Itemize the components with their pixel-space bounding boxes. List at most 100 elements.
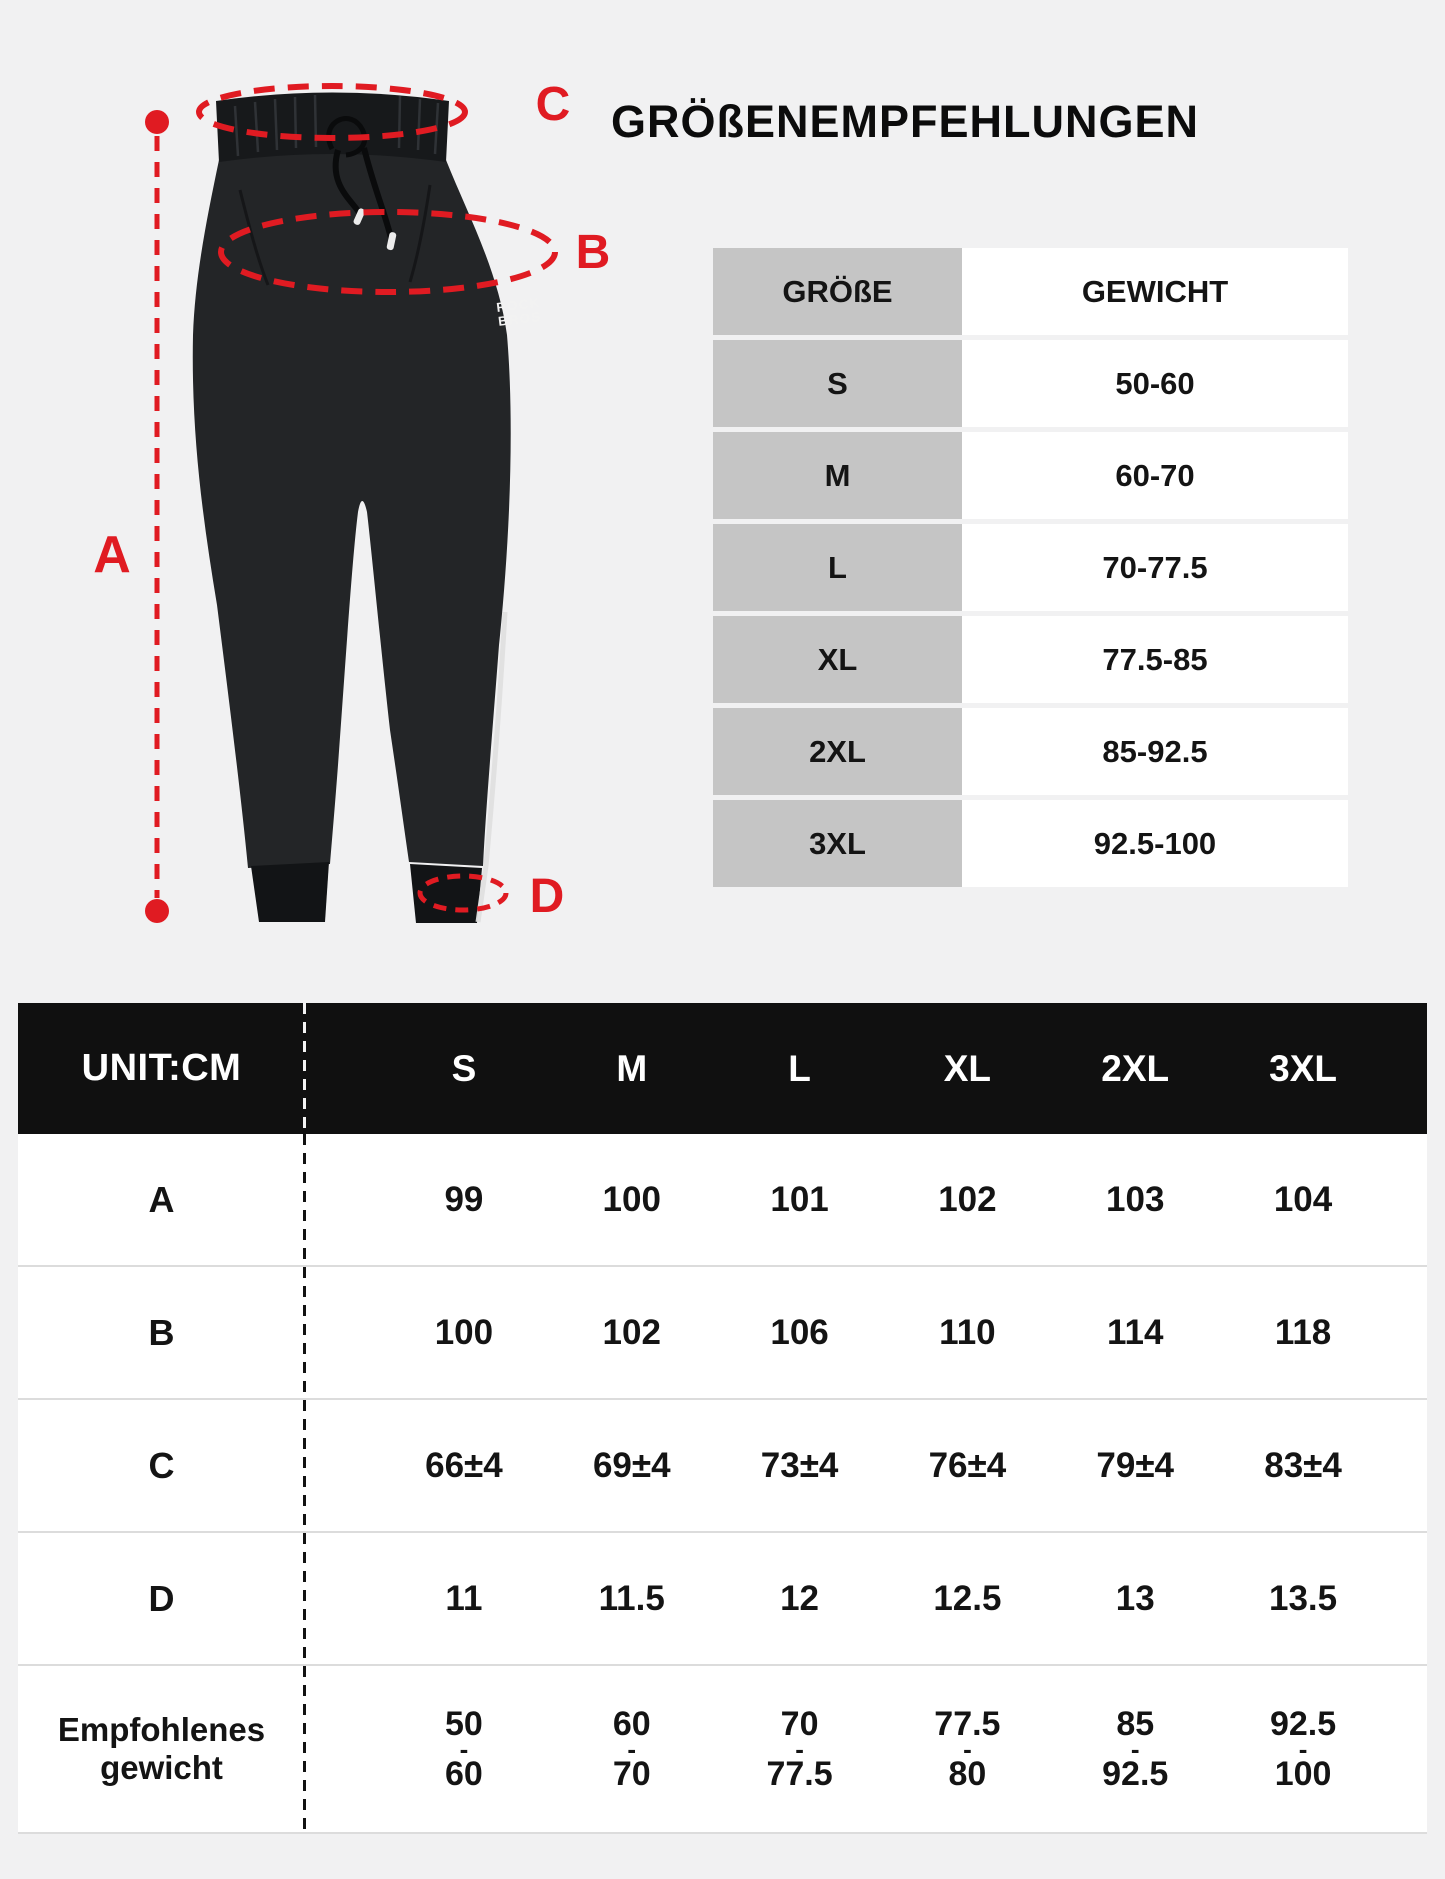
size-range-cell: 70-77.5: [716, 1666, 884, 1832]
weight-table-row: S 50-60: [713, 340, 1348, 427]
weight-table-weight-cell: 50-60: [962, 340, 1348, 427]
range-min: 60: [612, 1705, 651, 1743]
size-value-cell: 102: [938, 1179, 997, 1219]
size-value-cell: 104: [1273, 1179, 1333, 1219]
drawstring: [326, 116, 394, 239]
row-label-line: Empfohlenes: [57, 1711, 266, 1749]
weight-table-size-cell: XL: [713, 616, 962, 703]
size-value-cell: 100: [602, 1179, 661, 1219]
weight-table-weight-cell: 85-92.5: [962, 708, 1348, 795]
size-column-header: XL: [943, 1047, 992, 1089]
size-range-cell: 92.5-100: [1219, 1666, 1387, 1832]
size-table-row-values: 99 100 101 102 103 104: [305, 1134, 1427, 1265]
range-min: 77.5: [934, 1705, 1001, 1743]
size-table: UNIT:CM S M L XL 2XL 3XL A 99 100 101 102 103 104 B 1…: [18, 1003, 1427, 1834]
size-column-header: L: [788, 1047, 811, 1089]
row-label-line: gewicht: [100, 1749, 223, 1786]
range-dash: -: [963, 1734, 972, 1764]
range-dash: -: [1130, 1734, 1140, 1764]
size-table-row-label: D: [18, 1533, 305, 1664]
range-max: 70: [612, 1755, 651, 1793]
size-value-cell: 100: [434, 1312, 494, 1352]
size-value-cell: 12.5: [933, 1578, 1002, 1618]
range-min: 85: [1116, 1705, 1155, 1743]
drawstring-aglet: [353, 208, 365, 225]
pants-figure: ROCK BROS A B C D: [93, 78, 611, 923]
weight-table-header-row: GRÖßE GEWICHT: [713, 248, 1348, 335]
size-value-cell: 101: [770, 1179, 829, 1219]
pants-silhouette: [192, 152, 511, 868]
waistband-texture: [233, 94, 440, 157]
brand-line-2: BROS: [497, 309, 542, 329]
row-label-line: C: [148, 1444, 175, 1486]
range-max: 92.5: [1102, 1755, 1169, 1793]
size-table-row-label: B: [18, 1267, 305, 1398]
size-value-cell: 103: [1106, 1179, 1165, 1219]
size-value-cell: 12: [780, 1578, 820, 1618]
size-value-cell: 73±4: [760, 1445, 839, 1485]
measure-label-d: D: [530, 870, 565, 923]
size-range-cell: 85-92.5: [1051, 1666, 1219, 1832]
weight-table-row: M 60-70: [713, 432, 1348, 519]
weight-table-row: L 70-77.5: [713, 524, 1348, 611]
measure-label-b: B: [576, 226, 611, 279]
row-label-line: A: [148, 1178, 175, 1220]
range-max: 60: [445, 1755, 483, 1793]
weight-table-row: 2XL 85-92.5: [713, 708, 1348, 795]
size-table-row: B 100 102 106 110 114 118: [18, 1267, 1427, 1400]
range-dash: -: [459, 1734, 469, 1764]
weight-table-weight-header: GEWICHT: [962, 248, 1348, 335]
size-value-cell: 83±4: [1264, 1445, 1342, 1485]
size-value-cell: 118: [1274, 1312, 1332, 1352]
weight-table-weight-cell: 77.5-85: [962, 616, 1348, 703]
left-cuff: [251, 862, 329, 922]
range-dash: -: [795, 1734, 804, 1764]
measure-label-a: A: [93, 526, 131, 584]
size-value-cell: 99: [444, 1179, 484, 1219]
size-value-cell: 106: [770, 1312, 829, 1352]
range-max: 80: [948, 1755, 987, 1793]
range-min: 50: [445, 1705, 483, 1743]
range-min: 92.5: [1269, 1705, 1337, 1743]
weight-table: GRÖßE GEWICHT S 50-60 M 60-70 L 70-77.5 XL 77.5…: [713, 248, 1348, 892]
size-range-cell: 77.5-80: [883, 1666, 1051, 1832]
weight-table-weight-cell: 70-77.5: [962, 524, 1348, 611]
weight-table-row: 3XL 92.5-100: [713, 800, 1348, 887]
size-table-row-values: 100 102 106 110 114 118: [305, 1267, 1427, 1398]
brand-logo: ROCK BROS: [496, 294, 549, 329]
measure-label-c: C: [536, 78, 571, 131]
size-value-cell: 102: [602, 1312, 661, 1352]
weight-table-weight-cell: 92.5-100: [962, 800, 1348, 887]
size-table-body: A 99 100 101 102 103 104 B 100 102 106 110 114 118 C 66…: [18, 1134, 1427, 1834]
size-value-cell: 69±4: [592, 1445, 671, 1485]
weight-table-rows: S 50-60 M 60-70 L 70-77.5 XL 77.5-85 2XL 85-92.5 3…: [713, 340, 1348, 887]
size-table-row: A 99 100 101 102 103 104: [18, 1134, 1427, 1267]
size-value-cell: 11: [445, 1578, 483, 1618]
size-table-row: D 11 11.5 12 12.5 13 13.5: [18, 1533, 1427, 1666]
size-value-cell: 79±4: [1096, 1445, 1175, 1485]
weight-table-size-cell: 2XL: [713, 708, 962, 795]
side-stripe: [475, 611, 508, 923]
size-column-header: 3XL: [1269, 1047, 1337, 1089]
size-table-dashed-divider: [303, 1003, 306, 1834]
weight-table-weight-cell: 60-70: [962, 432, 1348, 519]
size-range-cell: 50-60: [380, 1666, 548, 1832]
size-column-header: S: [451, 1047, 477, 1089]
range-max: 100: [1274, 1755, 1332, 1793]
measure-ellipse-c: [196, 83, 468, 141]
size-table-header: UNIT:CM S M L XL 2XL 3XL: [18, 1003, 1427, 1134]
size-table-row-values: 66±4 69±4 73±4 76±4 79±4 83±4: [305, 1400, 1427, 1531]
size-table-row: Empfohlenes gewicht 50-60 60-70 70-77.5 77.5-…: [18, 1666, 1427, 1834]
unit-label: UNIT:CM: [81, 1047, 242, 1089]
range-min: 70: [780, 1705, 819, 1743]
size-table-row-label: A: [18, 1134, 305, 1265]
measure-ellipse-b: [218, 209, 558, 295]
weight-table-size-cell: M: [713, 432, 962, 519]
size-column-header: M: [616, 1047, 648, 1089]
size-column-header: 2XL: [1101, 1047, 1170, 1089]
size-value-cell: 11.5: [598, 1578, 665, 1618]
brand-line-1: ROCK: [496, 295, 542, 315]
size-table-row-values: 11 11.5 12 12.5 13 13.5: [305, 1533, 1427, 1664]
pocket-seams: [238, 184, 432, 286]
